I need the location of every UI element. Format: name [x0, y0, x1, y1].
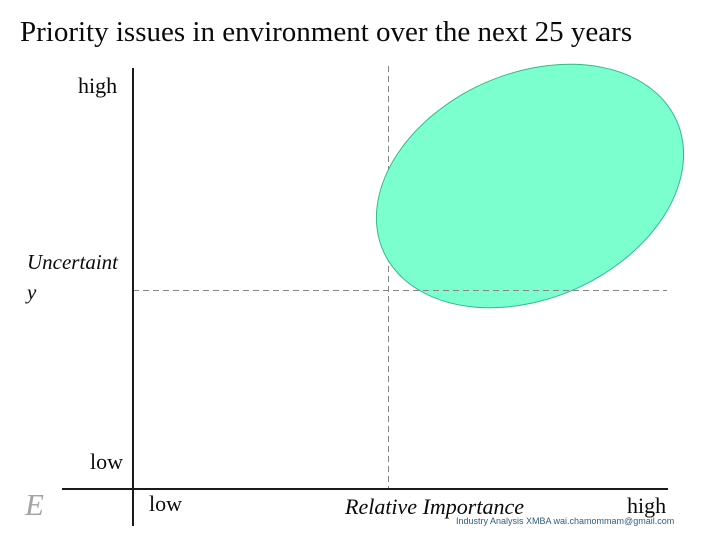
priority-region-ellipse	[336, 17, 720, 355]
y-axis-tick-low: low	[90, 449, 123, 474]
slide-title: Priority issues in environment over the …	[20, 16, 633, 48]
x-axis-line	[62, 488, 668, 490]
x-axis-tick-high: high	[627, 493, 667, 518]
horizontal-dashed-reference-line	[133, 290, 667, 291]
vertical-dashed-reference-line	[388, 66, 389, 488]
y-axis-tick-high: high	[78, 73, 118, 98]
y-axis-line	[132, 68, 134, 526]
y-axis-label: Uncertaint y	[27, 247, 139, 307]
y-axis-label-line-2: y	[27, 280, 37, 304]
x-axis-label: Relative Importance	[345, 494, 524, 519]
watermark-letter: E	[25, 487, 44, 522]
y-axis-label-line-1: Uncertaint	[27, 250, 118, 274]
footer-credit: Industry Analysis XMBA wai.chamommam@gma…	[456, 516, 675, 526]
x-axis-tick-low: low	[149, 491, 182, 516]
